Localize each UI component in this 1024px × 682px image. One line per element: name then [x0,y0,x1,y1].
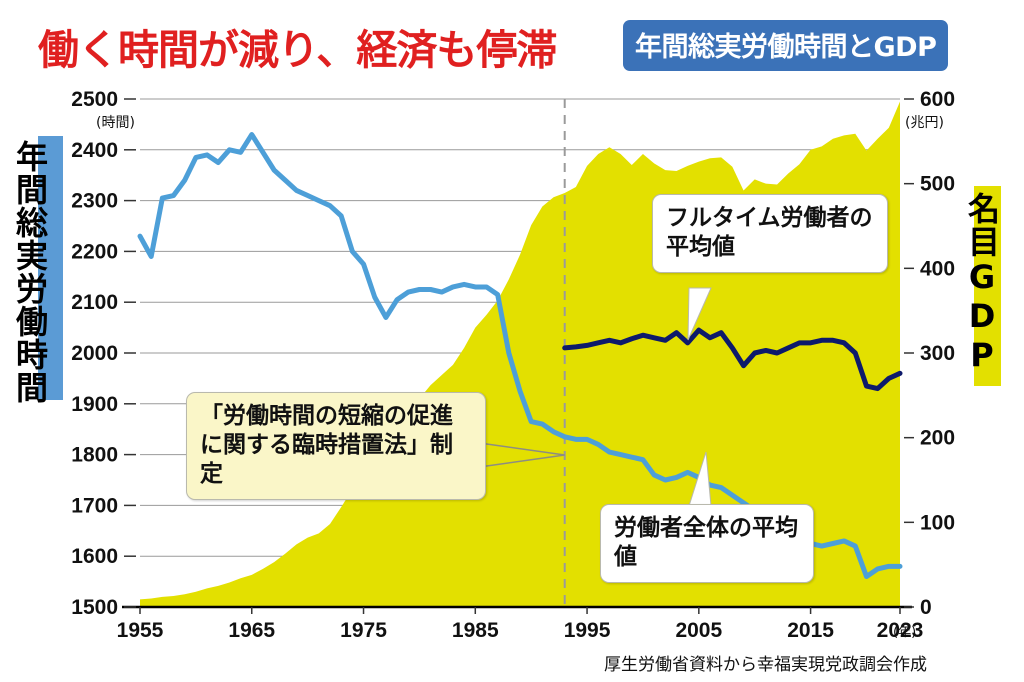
y-tick-label: 2000 [71,342,118,365]
y2-tick-label: 100 [920,511,955,534]
y2-tick-label: 400 [920,257,955,280]
x-tick-label: 1965 [228,619,275,642]
callout-fulltime: フルタイム労働者の平均値 [652,194,888,273]
x-tick-label: 1995 [564,619,611,642]
y2-tick-label: 0 [920,596,932,619]
y2-axis-tick-labels: 0 100 200 300 400 500 600 [904,88,955,619]
subtitle-badge: 年間総実労働時間とGDP [623,20,949,71]
y-tick-label: 2100 [71,291,118,314]
left-axis-title-bar [38,136,63,400]
callout-law: 「労働時間の短縮の促進に関する臨時措置法」制定 [186,392,486,500]
y-axis-tick-labels: 1500 1600 1700 1800 1900 2000 2100 2200 2300 2400… [71,88,136,619]
callout-pointer [687,287,712,341]
y2-tick-label: 200 [920,427,955,450]
x-axis-tick-labels: 1955 1965 1975 1985 1995 2005 2015 2023 [117,607,924,642]
right-axis-title-bar [974,186,1001,386]
callout-all-workers: 労働者全体の平均値 [600,504,814,583]
x-axis-unit: (年) [893,625,916,640]
x-tick-label: 2005 [675,619,722,642]
fulltime-line-series [562,327,903,392]
left-axis-title: 年間総実労働時間 [11,140,49,404]
y2-tick-label: 600 [920,88,955,111]
y2-tick-label: 500 [920,173,955,196]
law-callout-leader [457,439,565,471]
y-tick-label: 1900 [71,393,118,416]
left-axis-unit: (時間) [96,115,135,131]
y-tick-label: 2300 [71,190,118,213]
x-tick-label: 1955 [117,619,164,642]
y2-tick-label: 300 [920,342,955,365]
x-tick-label: 2023 [877,619,924,642]
y-tick-label: 1800 [71,444,118,467]
header: 働く時間が減り、経済も停滞 年間総実労働時間とGDP [0,8,1024,74]
y-tick-label: 2500 [71,88,118,111]
right-axis-unit: (兆円) [905,115,944,131]
y-tick-label: 2200 [71,240,118,263]
x-tick-label: 2015 [787,619,834,642]
y-tick-label: 1700 [71,494,118,517]
x-tick-label: 1975 [340,619,387,642]
right-axis-title: 名目GDP [963,192,1001,375]
y-tick-label: 2400 [71,139,118,162]
page-title: 働く時間が減り、経済も停滞 [38,26,557,74]
y-tick-label: 1600 [71,545,118,568]
x-tick-label: 1985 [452,619,499,642]
source-note: 厚生労働省資料から幸福実現党政調会作成 [604,655,927,675]
y-tick-label: 1500 [71,596,118,619]
